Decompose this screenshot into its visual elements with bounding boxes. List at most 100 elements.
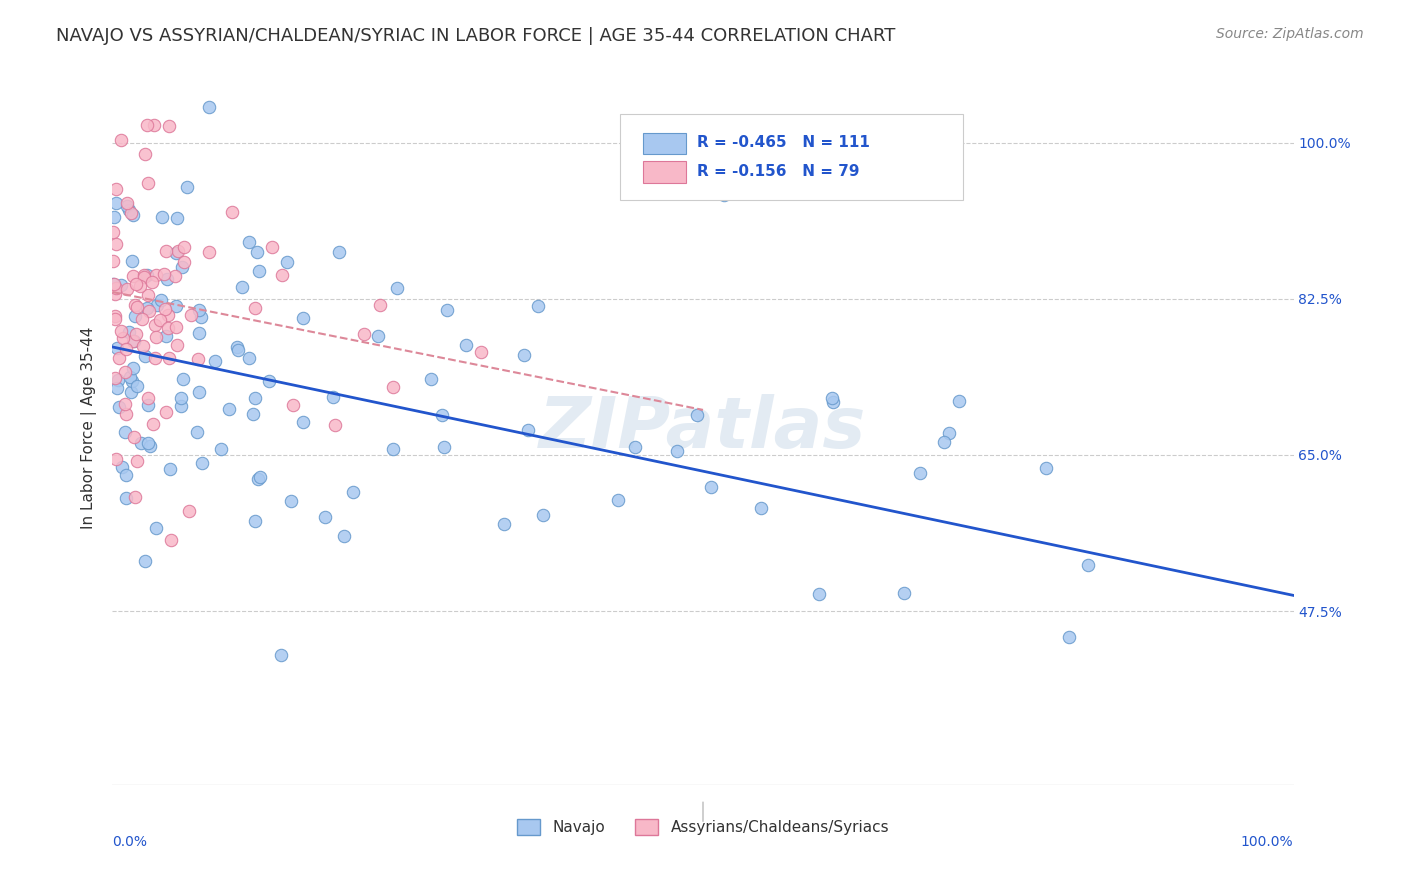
Point bbox=[186, 351, 208, 366]
Point bbox=[136, 436, 159, 450]
Point bbox=[145, 521, 167, 535]
Point bbox=[114, 366, 136, 380]
Point bbox=[700, 480, 723, 494]
Point bbox=[938, 425, 960, 440]
Point bbox=[134, 349, 156, 363]
Point bbox=[243, 514, 266, 528]
Point bbox=[436, 302, 458, 317]
Legend: Navajo, Assyrians/Chaldeans/Syriacs: Navajo, Assyrians/Chaldeans/Syriacs bbox=[510, 814, 896, 841]
Point bbox=[249, 470, 271, 484]
Point bbox=[1077, 558, 1099, 572]
Point bbox=[104, 237, 127, 252]
Point bbox=[103, 277, 125, 291]
Point bbox=[135, 301, 157, 315]
Y-axis label: In Labor Force | Age 35-44: In Labor Force | Age 35-44 bbox=[80, 327, 97, 529]
Point bbox=[382, 442, 405, 457]
Point bbox=[291, 310, 314, 325]
Point bbox=[276, 254, 298, 268]
Point bbox=[243, 391, 266, 405]
Point bbox=[145, 268, 167, 282]
Point bbox=[134, 147, 156, 161]
Point bbox=[150, 211, 173, 225]
Point bbox=[420, 372, 443, 386]
Point bbox=[160, 533, 183, 547]
Point bbox=[129, 279, 152, 293]
Point bbox=[104, 196, 127, 211]
Point bbox=[107, 373, 129, 387]
Point bbox=[332, 529, 354, 543]
Point bbox=[470, 344, 492, 359]
Point bbox=[170, 391, 193, 405]
Point bbox=[180, 308, 202, 322]
Point bbox=[124, 491, 146, 505]
Point bbox=[142, 417, 165, 432]
Point bbox=[494, 517, 516, 532]
Point bbox=[115, 199, 138, 213]
Point bbox=[155, 405, 177, 419]
Point bbox=[114, 397, 136, 411]
Point bbox=[143, 118, 166, 132]
Point bbox=[114, 491, 136, 505]
Point bbox=[127, 378, 149, 392]
Point bbox=[170, 260, 193, 274]
Text: NAVAJO VS ASSYRIAN/CHALDEAN/SYRIAC IN LABOR FORCE | AGE 35-44 CORRELATION CHART: NAVAJO VS ASSYRIAN/CHALDEAN/SYRIAC IN LA… bbox=[56, 27, 896, 45]
Point bbox=[328, 244, 350, 259]
Point bbox=[204, 353, 226, 368]
Point bbox=[934, 435, 956, 450]
Point bbox=[122, 208, 145, 222]
Point bbox=[247, 263, 270, 277]
Point bbox=[153, 267, 176, 281]
Point bbox=[623, 440, 645, 454]
Point bbox=[231, 280, 253, 294]
Point bbox=[197, 245, 219, 260]
Point bbox=[165, 319, 187, 334]
Point bbox=[135, 118, 157, 132]
Point bbox=[257, 374, 280, 388]
Point bbox=[136, 392, 159, 406]
Point bbox=[159, 462, 181, 476]
Point bbox=[143, 318, 166, 333]
Point bbox=[145, 330, 167, 344]
Point bbox=[124, 298, 146, 312]
Point bbox=[104, 312, 127, 326]
Point bbox=[149, 293, 172, 307]
Point bbox=[456, 338, 478, 352]
Point bbox=[173, 255, 195, 269]
Point bbox=[111, 460, 134, 475]
Point bbox=[188, 384, 211, 399]
Point bbox=[103, 225, 125, 239]
Point bbox=[114, 407, 136, 421]
FancyBboxPatch shape bbox=[643, 133, 686, 154]
Point bbox=[105, 381, 128, 395]
Point bbox=[166, 211, 188, 226]
Point bbox=[136, 176, 159, 190]
Point bbox=[114, 425, 136, 439]
Point bbox=[135, 268, 157, 283]
FancyBboxPatch shape bbox=[643, 161, 686, 183]
Point bbox=[146, 298, 169, 312]
Point bbox=[115, 196, 138, 211]
Point bbox=[120, 205, 142, 219]
Point bbox=[1057, 630, 1080, 644]
Point bbox=[122, 334, 145, 349]
Point bbox=[238, 235, 260, 250]
Point bbox=[821, 391, 844, 405]
Point bbox=[110, 324, 132, 338]
FancyBboxPatch shape bbox=[620, 114, 963, 200]
Point bbox=[122, 430, 145, 444]
Point bbox=[104, 281, 127, 295]
Point bbox=[280, 493, 302, 508]
Text: R = -0.156   N = 79: R = -0.156 N = 79 bbox=[697, 164, 859, 178]
Point bbox=[808, 587, 831, 601]
Point bbox=[246, 472, 269, 486]
Point bbox=[283, 398, 305, 412]
Point bbox=[243, 301, 266, 315]
Point bbox=[179, 504, 201, 518]
Point bbox=[165, 245, 187, 260]
Point bbox=[665, 443, 688, 458]
Point bbox=[173, 240, 195, 254]
Point bbox=[186, 425, 208, 440]
Point bbox=[104, 182, 127, 196]
Point bbox=[157, 119, 180, 133]
Point bbox=[948, 393, 970, 408]
